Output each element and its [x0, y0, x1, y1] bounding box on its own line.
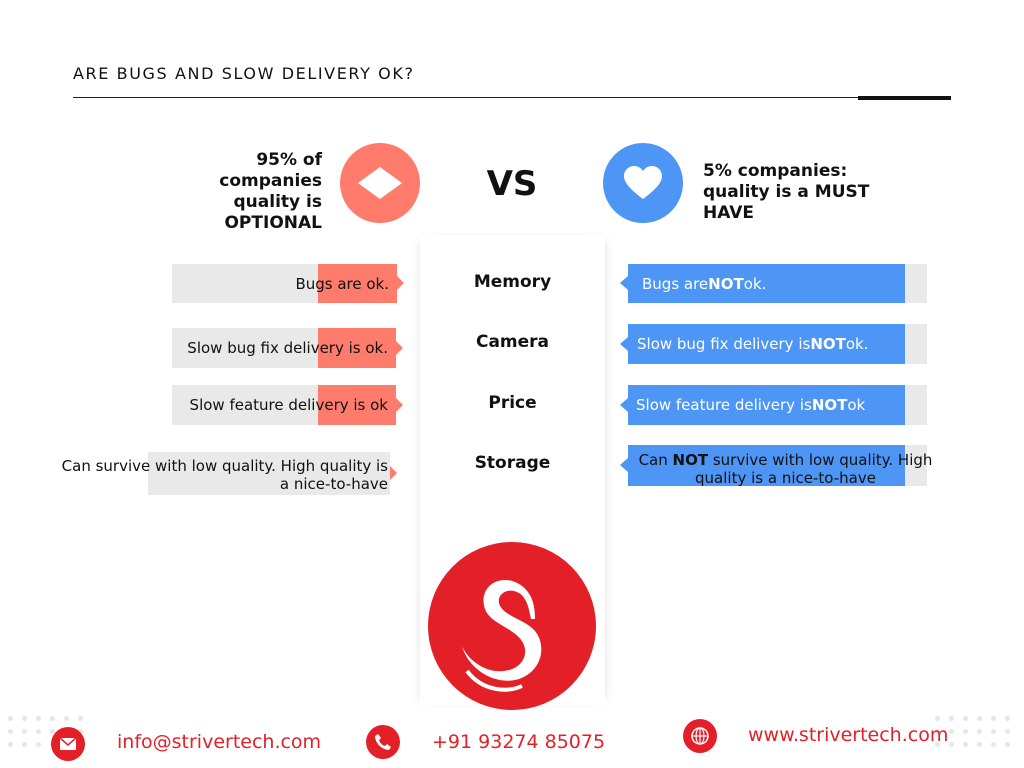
title-divider — [73, 97, 950, 98]
heart-icon — [624, 166, 662, 199]
arrow-right-icon — [390, 466, 397, 480]
right-row-text: Bugs are NOT ok. — [628, 264, 905, 303]
center-label-storage: Storage — [474, 453, 551, 473]
arrow-right-icon — [396, 398, 403, 412]
text-bold: NOT — [672, 451, 709, 469]
right-heading-line: 5% companies: — [703, 161, 848, 181]
phone-icon — [366, 725, 400, 759]
left-row-accent — [318, 328, 396, 368]
left-row-text: Slow feature delivery is ok — [189, 396, 388, 414]
footer-website[interactable]: www.strivertech.com — [748, 724, 949, 746]
text: ok. — [743, 274, 767, 293]
text: Slow bug fix delivery is — [637, 335, 811, 353]
arrow-left-icon — [620, 276, 628, 290]
right-heading-line: HAVE — [703, 203, 754, 223]
center-label-price: Price — [488, 393, 537, 413]
left-circle — [340, 143, 420, 223]
swan-logo-icon — [427, 541, 597, 711]
left-heading-line: quality is — [233, 192, 322, 212]
center-label-camera: Camera — [475, 332, 550, 352]
left-heading-line: companies — [219, 171, 322, 191]
text-bold: NOT — [708, 274, 744, 293]
right-heading-line: quality is a MUST — [703, 182, 870, 202]
right-heading: 5% companies: quality is a MUST HAVE — [703, 161, 903, 224]
arrow-left-icon — [620, 337, 628, 351]
right-row-text: Slow bug fix delivery is NOT ok. — [628, 324, 905, 364]
left-heading-line: 95% of — [256, 150, 322, 170]
arrow-left-icon — [620, 458, 628, 472]
text: survive with low quality. High quality i… — [695, 451, 933, 487]
arrow-right-icon — [396, 341, 403, 355]
left-heading-line: OPTIONAL — [224, 213, 322, 233]
left-row-accent — [318, 385, 396, 425]
mail-icon — [51, 727, 85, 761]
decorative-dots — [935, 716, 1019, 747]
text-bold: NOT — [811, 396, 848, 414]
text-bold: NOT — [810, 335, 846, 353]
left-row-bg — [148, 452, 390, 495]
text: ok — [847, 396, 866, 414]
text: Can — [638, 451, 673, 469]
left-row-text: Slow bug fix delivery is ok. — [187, 339, 388, 357]
text: Bugs are — [642, 274, 709, 293]
vs-label: VS — [486, 164, 538, 204]
globe-icon — [683, 719, 717, 753]
text: ok. — [845, 335, 869, 353]
page-title: ARE BUGS AND SLOW DELIVERY OK? — [73, 64, 415, 83]
title-divider-accent — [858, 96, 951, 100]
right-circle — [603, 143, 683, 223]
left-row-text: Can survive with low quality. High quali… — [61, 457, 388, 493]
left-heading: 95% of companies quality is OPTIONAL — [160, 150, 322, 234]
left-row-text: Bugs are ok. — [295, 274, 389, 293]
arrow-right-icon — [397, 276, 404, 290]
text: Slow feature delivery is — [636, 396, 812, 414]
right-row-text: Slow feature delivery is NOT ok — [628, 385, 905, 425]
center-label-memory: Memory — [473, 272, 552, 292]
right-row-text: Can NOT survive with low quality. High q… — [628, 451, 943, 487]
footer-email[interactable]: info@strivertech.com — [117, 731, 322, 753]
footer-phone[interactable]: +91 93274 85075 — [432, 731, 606, 753]
diamond-icon — [358, 167, 402, 199]
arrow-left-icon — [620, 398, 628, 412]
left-row-accent — [318, 264, 397, 303]
right-row-accent — [628, 445, 905, 486]
